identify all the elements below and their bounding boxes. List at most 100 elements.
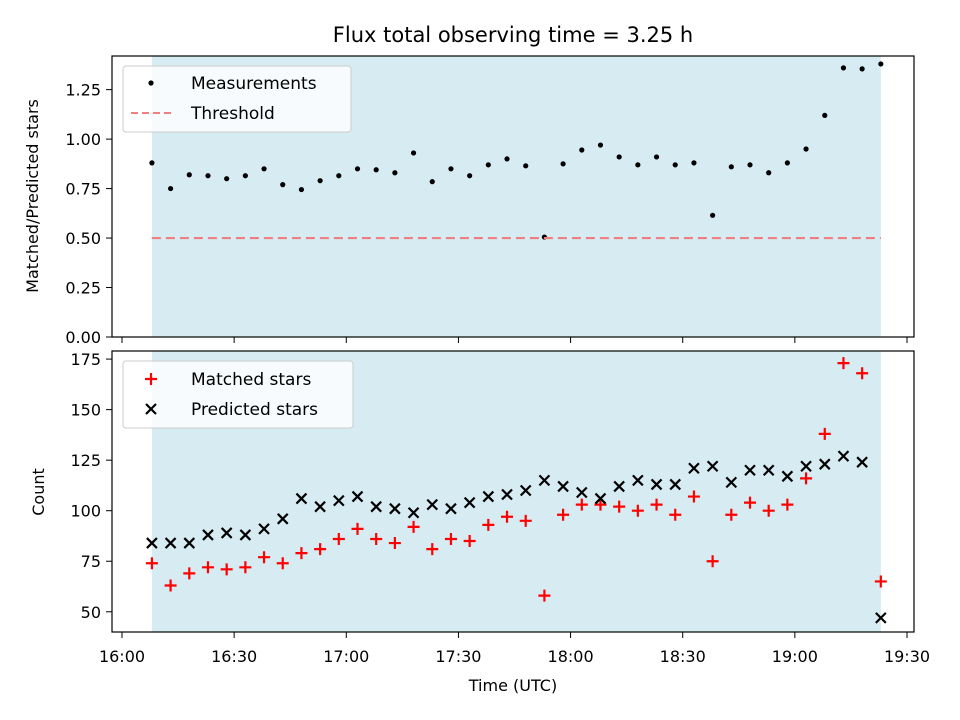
measurements-point bbox=[410, 150, 417, 156]
measurements-point bbox=[803, 146, 809, 152]
predicted-stars-point bbox=[239, 529, 252, 541]
predicted-stars-point bbox=[482, 490, 495, 503]
predicted-stars-point bbox=[856, 456, 868, 468]
measurements-point bbox=[336, 173, 342, 179]
predicted-stars-point bbox=[594, 492, 607, 505]
measurements-point bbox=[298, 186, 305, 193]
predicted-stars-point bbox=[314, 500, 326, 513]
count-legend: Matched stars Predicted stars bbox=[122, 360, 354, 429]
matched-stars-point bbox=[781, 498, 794, 511]
predicted-stars-point bbox=[519, 484, 532, 497]
count-legend-box bbox=[122, 360, 354, 429]
matched-stars-point bbox=[818, 427, 831, 440]
measurements-point bbox=[448, 166, 454, 172]
predicted-stars-point bbox=[146, 537, 158, 549]
matched-stars-point bbox=[463, 535, 476, 548]
matched-stars-point bbox=[856, 367, 869, 380]
predicted-stars-point bbox=[688, 462, 700, 475]
measurements-point bbox=[859, 66, 865, 72]
ratio-y-tick-label: 1.00 bbox=[65, 130, 101, 149]
predicted-stars-point bbox=[463, 496, 476, 509]
measurements-point bbox=[167, 185, 174, 192]
measurements-point bbox=[485, 162, 491, 168]
legend-predicted-marker bbox=[145, 403, 157, 415]
matched-stars-point bbox=[613, 500, 626, 513]
matched-stars-point bbox=[650, 498, 663, 511]
x-axis-label: Time (UTC) bbox=[468, 676, 557, 695]
count-y-axis-label: Count bbox=[29, 468, 48, 516]
count-y-tick-label: 125 bbox=[70, 451, 101, 470]
ratio-legend-box bbox=[122, 65, 352, 133]
predicted-stars-point bbox=[669, 478, 682, 491]
ratio-y-tick-label: 0.00 bbox=[65, 328, 101, 347]
legend-measurements-label: Measurements bbox=[191, 74, 317, 94]
matched-stars-point bbox=[164, 579, 177, 592]
matched-stars-point bbox=[276, 557, 289, 570]
measurements-point bbox=[373, 167, 379, 173]
matched-stars-point bbox=[837, 357, 850, 370]
predicted-stars-point bbox=[800, 460, 812, 473]
legend-matched-marker bbox=[145, 373, 157, 385]
predicted-stars-point bbox=[576, 486, 588, 499]
measurements-point bbox=[579, 147, 585, 153]
predicted-stars-point bbox=[183, 537, 196, 549]
matched-stars-point bbox=[482, 518, 495, 531]
predicted-stars-point bbox=[389, 502, 401, 515]
matched-stars-point bbox=[538, 589, 551, 602]
ratio-y-tick-label: 0.75 bbox=[65, 180, 101, 199]
predicted-stars-point bbox=[164, 537, 177, 549]
matched-stars-point bbox=[575, 498, 588, 511]
predicted-stars-point bbox=[202, 529, 214, 541]
predicted-stars-point bbox=[875, 612, 887, 624]
measurements-point bbox=[766, 170, 772, 176]
x-tick-label: 18:00 bbox=[548, 647, 594, 666]
matched-stars-point bbox=[687, 490, 700, 503]
count-plot-frame bbox=[111, 350, 915, 633]
x-tick-label: 18:30 bbox=[660, 647, 706, 666]
ratio-plot-frame bbox=[111, 55, 915, 338]
matched-stars-point bbox=[669, 508, 682, 521]
measurements-point bbox=[429, 179, 435, 185]
measurements-point bbox=[280, 182, 286, 188]
predicted-stars-point bbox=[557, 480, 569, 493]
matched-stars-point bbox=[201, 561, 214, 574]
predicted-stars-point bbox=[613, 480, 625, 493]
predicted-stars-point bbox=[351, 490, 364, 503]
predicted-stars-point bbox=[706, 460, 719, 473]
matched-stars-point bbox=[557, 508, 570, 521]
predicted-stars-point bbox=[426, 498, 439, 511]
predicted-stars-point bbox=[276, 513, 289, 525]
x-tick-label: 19:00 bbox=[772, 647, 818, 666]
matched-stars-point bbox=[762, 504, 775, 517]
matched-stars-point bbox=[239, 561, 252, 574]
measurements-point bbox=[467, 173, 473, 179]
count-y-tick-label: 150 bbox=[70, 401, 101, 420]
legend-measurements-marker bbox=[148, 80, 154, 86]
predicted-stars-point bbox=[781, 470, 794, 483]
measurements-point bbox=[878, 61, 884, 67]
matched-stars-point bbox=[258, 551, 271, 564]
ratio-legend: Measurements Threshold bbox=[122, 65, 352, 133]
measurements-point bbox=[354, 166, 361, 172]
measurements-point bbox=[149, 160, 155, 166]
matched-stars-point bbox=[519, 514, 532, 527]
matched-stars-point bbox=[314, 543, 327, 556]
measurements-point bbox=[317, 178, 323, 184]
count-y-tick-label: 50 bbox=[81, 603, 101, 622]
x-tick-label: 16:30 bbox=[211, 647, 257, 666]
ratio-y-tick-label: 0.50 bbox=[65, 229, 101, 248]
predicted-stars-point bbox=[407, 506, 420, 519]
measurements-point bbox=[560, 161, 566, 167]
predicted-stars-point bbox=[650, 478, 663, 491]
measurements-point bbox=[672, 162, 678, 168]
count-y-tick-label: 100 bbox=[70, 502, 101, 521]
matched-stars-point bbox=[444, 533, 457, 546]
predicted-stars-point bbox=[538, 474, 551, 487]
measurements-point bbox=[186, 172, 192, 178]
legend-threshold-label: Threshold bbox=[190, 104, 275, 124]
chart-title: Flux total observing time = 3.25 h bbox=[333, 23, 693, 47]
legend-predicted-label: Predicted stars bbox=[191, 400, 318, 420]
predicted-stars-point bbox=[258, 523, 270, 535]
predicted-stars-point bbox=[501, 488, 513, 501]
